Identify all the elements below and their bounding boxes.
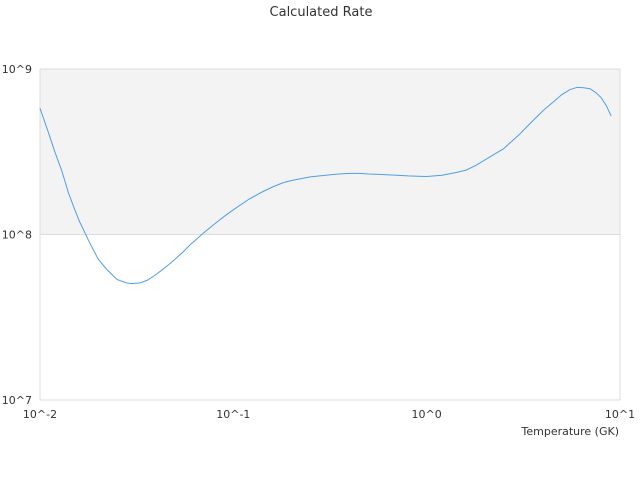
series-line	[39, 86, 612, 285]
y-tick-label-2: 10^9	[2, 63, 32, 76]
y-tick-label-0: 10^7	[2, 394, 32, 407]
grid-lines	[39, 68, 621, 401]
plot-band-0	[40, 234, 620, 400]
x-axis-ticks: 10^-2 10^-1 10^0 10^1	[23, 408, 635, 421]
x-tick-label-0: 10^-2	[23, 408, 57, 421]
y-axis-ticks: 10^7 10^8 10^9	[2, 63, 32, 407]
x-tick-label-1: 10^-1	[216, 408, 250, 421]
plot-bands	[40, 69, 620, 400]
chart-title: Calculated Rate	[270, 5, 373, 20]
x-axis-label: Temperature (GK)	[521, 425, 620, 438]
x-tick-label-2: 10^0	[412, 408, 442, 421]
x-tick-label-3: 10^1	[605, 408, 635, 421]
plot-band-1	[40, 69, 620, 235]
y-tick-label-1: 10^8	[2, 229, 32, 242]
